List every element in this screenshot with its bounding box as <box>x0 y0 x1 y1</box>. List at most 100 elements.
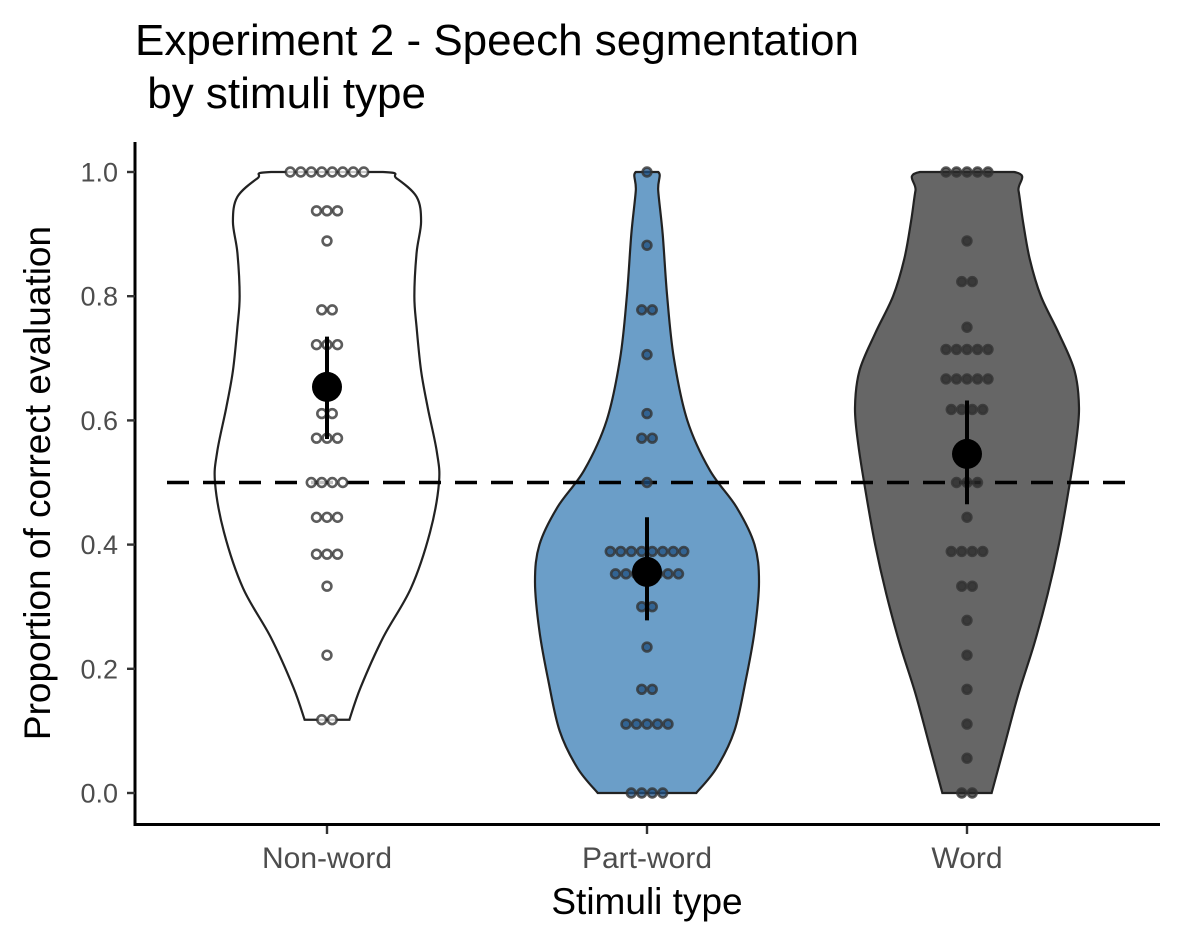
point-part-word-23 <box>672 568 685 580</box>
point-part-word-12 <box>636 545 648 558</box>
point-word-30 <box>977 545 989 558</box>
point-part-word-29 <box>620 718 632 730</box>
point-word-18 <box>982 373 994 385</box>
point-non-word-28 <box>321 511 333 523</box>
point-part-word-11 <box>625 545 637 558</box>
point-part-word-13 <box>646 545 658 558</box>
point-part-word-10 <box>615 545 627 558</box>
points-layer <box>284 166 994 799</box>
point-non-word-19 <box>326 407 338 420</box>
y-tick-label: 0.6 <box>80 406 118 436</box>
y-tick-label: 0.2 <box>80 654 118 684</box>
chart-title-line-2: by stimuli type <box>135 69 426 118</box>
y-tick-label: 0.4 <box>80 530 118 560</box>
x-axis-title: Stimuli type <box>551 881 742 922</box>
point-word-8 <box>961 321 973 333</box>
point-part-word-9 <box>604 545 616 558</box>
point-part-word-26 <box>641 641 653 653</box>
point-part-word-18 <box>620 568 632 580</box>
mean-point-word <box>952 438 982 469</box>
point-non-word-0 <box>284 166 296 178</box>
point-word-32 <box>966 580 978 592</box>
point-word-34 <box>961 649 973 661</box>
point-part-word-3 <box>646 304 658 316</box>
point-non-word-35 <box>316 714 328 726</box>
point-non-word-7 <box>358 166 370 178</box>
point-non-word-16 <box>331 338 344 351</box>
point-part-word-22 <box>662 568 674 580</box>
point-word-15 <box>950 373 963 385</box>
point-non-word-24 <box>316 476 328 489</box>
point-word-31 <box>956 580 968 592</box>
point-part-word-14 <box>657 545 669 558</box>
mean-point-non-word <box>312 371 342 402</box>
y-ticks: 0.0 0.2 0.4 0.6 0.8 1.0 <box>80 158 135 809</box>
x-tick-label: Word <box>931 842 1002 875</box>
point-word-19 <box>945 403 957 416</box>
point-part-word-5 <box>641 407 653 420</box>
point-non-word-22 <box>331 432 344 444</box>
point-word-37 <box>961 752 973 764</box>
y-tick-label: 0.8 <box>80 282 118 312</box>
point-word-28 <box>956 545 968 558</box>
x-ticks: Non-word Part-word Word <box>262 826 1003 875</box>
point-non-word-33 <box>321 580 333 592</box>
axes-layer <box>133 142 1160 826</box>
point-word-35 <box>961 683 973 695</box>
y-axis-title: Proportion of correct evaluation <box>17 226 58 740</box>
point-part-word-37 <box>657 787 669 799</box>
point-non-word-31 <box>321 548 333 560</box>
point-non-word-34 <box>321 649 333 661</box>
point-non-word-25 <box>326 476 338 489</box>
point-word-16 <box>961 373 973 385</box>
point-non-word-6 <box>347 166 359 178</box>
point-part-word-1 <box>641 239 653 251</box>
point-non-word-13 <box>326 304 338 316</box>
point-part-word-31 <box>641 718 653 730</box>
point-non-word-5 <box>337 166 349 178</box>
means-layer <box>312 336 982 621</box>
point-non-word-9 <box>321 205 333 217</box>
point-word-11 <box>961 343 973 356</box>
point-part-word-28 <box>646 683 658 695</box>
point-non-word-2 <box>305 166 317 178</box>
point-part-word-25 <box>646 600 658 613</box>
point-part-word-33 <box>662 718 674 730</box>
point-word-5 <box>961 235 973 247</box>
point-word-26 <box>961 511 973 523</box>
point-part-word-32 <box>651 718 664 730</box>
y-tick-label: 0.0 <box>80 779 118 809</box>
point-part-word-16 <box>678 545 690 558</box>
point-word-38 <box>956 787 968 799</box>
point-part-word-7 <box>646 432 658 444</box>
point-part-word-0 <box>641 166 653 178</box>
point-word-12 <box>971 343 984 356</box>
point-word-36 <box>961 718 973 730</box>
point-part-word-35 <box>636 787 648 799</box>
point-non-word-12 <box>316 304 328 316</box>
point-non-word-1 <box>295 166 307 178</box>
point-word-33 <box>961 614 973 627</box>
point-part-word-6 <box>636 432 648 444</box>
chart-title-line-1: Experiment 2 - Speech segmentation <box>135 16 859 65</box>
point-word-39 <box>966 787 978 799</box>
point-word-1 <box>950 166 963 178</box>
point-word-7 <box>966 275 978 288</box>
point-part-word-8 <box>641 476 653 489</box>
y-tick-label: 1.0 <box>80 158 118 188</box>
point-part-word-15 <box>667 545 679 558</box>
point-non-word-14 <box>310 338 323 351</box>
point-non-word-23 <box>305 476 317 489</box>
point-word-22 <box>977 403 989 416</box>
point-non-word-11 <box>321 235 333 247</box>
point-word-6 <box>956 275 968 288</box>
point-word-2 <box>961 166 973 178</box>
point-non-word-32 <box>331 548 344 560</box>
point-non-word-27 <box>310 511 323 523</box>
point-part-word-34 <box>625 787 637 799</box>
point-non-word-3 <box>316 166 328 178</box>
point-word-20 <box>956 403 968 416</box>
point-non-word-20 <box>310 432 323 444</box>
point-word-14 <box>940 373 952 385</box>
